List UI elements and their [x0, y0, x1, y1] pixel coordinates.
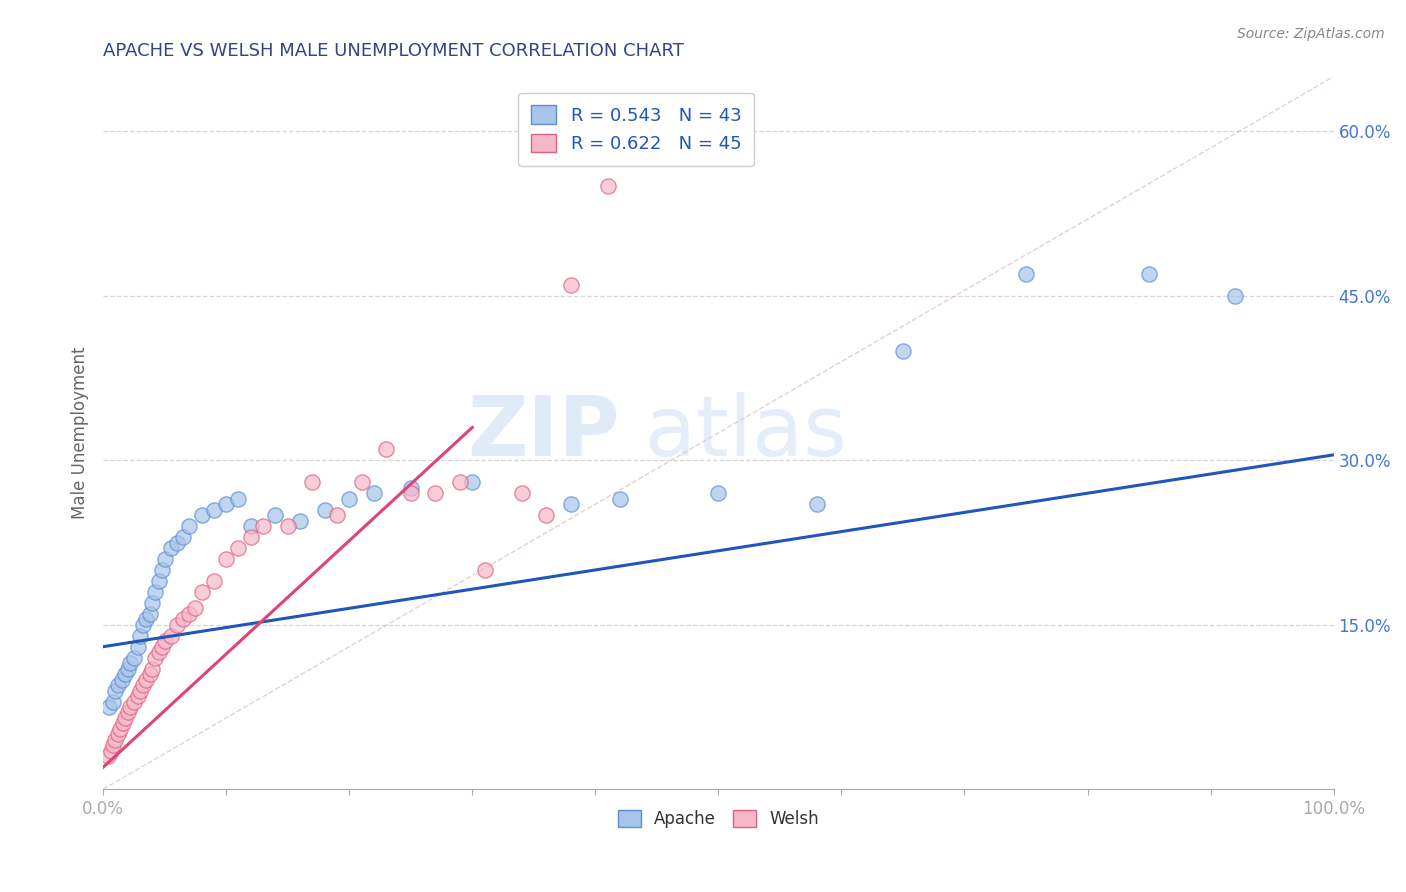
Point: [461, 475, 484, 490]
Point: [122, 650, 145, 665]
Point: [98, 700, 121, 714]
Point: [131, 617, 153, 632]
Point: [252, 519, 274, 533]
Point: [172, 612, 194, 626]
Point: [120, 656, 142, 670]
Point: [159, 541, 181, 555]
Point: [215, 552, 238, 566]
Point: [560, 497, 582, 511]
Point: [399, 481, 422, 495]
Point: [100, 744, 122, 758]
Point: [101, 694, 124, 708]
Point: [135, 673, 157, 687]
Point: [153, 552, 176, 566]
Point: [326, 508, 349, 523]
Point: [560, 277, 582, 292]
Point: [609, 491, 631, 506]
Point: [1225, 289, 1247, 303]
Point: [239, 519, 262, 533]
Point: [110, 722, 132, 736]
Point: [120, 700, 142, 714]
Point: [202, 574, 225, 588]
Point: [179, 607, 201, 621]
Point: [131, 678, 153, 692]
Point: [314, 502, 336, 516]
Text: atlas: atlas: [644, 392, 846, 474]
Point: [166, 617, 188, 632]
Point: [143, 585, 166, 599]
Text: APACHE VS WELSH MALE UNEMPLOYMENT CORRELATION CHART: APACHE VS WELSH MALE UNEMPLOYMENT CORREL…: [103, 42, 683, 60]
Point: [166, 535, 188, 549]
Text: ZIP: ZIP: [467, 392, 620, 474]
Text: Source: ZipAtlas.com: Source: ZipAtlas.com: [1237, 27, 1385, 41]
Y-axis label: Male Unemployment: Male Unemployment: [72, 347, 89, 519]
Point: [534, 508, 557, 523]
Point: [1137, 267, 1160, 281]
Point: [139, 607, 162, 621]
Point: [288, 514, 311, 528]
Point: [101, 739, 124, 753]
Point: [148, 645, 170, 659]
Point: [707, 486, 730, 500]
Point: [104, 732, 127, 747]
Point: [143, 650, 166, 665]
Point: [114, 667, 136, 681]
Point: [596, 179, 619, 194]
Point: [114, 711, 136, 725]
Point: [127, 689, 149, 703]
Point: [449, 475, 471, 490]
Point: [228, 491, 250, 506]
Point: [425, 486, 447, 500]
Point: [215, 497, 238, 511]
Point: [190, 508, 212, 523]
Point: [107, 678, 129, 692]
Point: [202, 502, 225, 516]
Point: [111, 716, 134, 731]
Point: [363, 486, 385, 500]
Point: [122, 694, 145, 708]
Point: [97, 749, 120, 764]
Point: [148, 574, 170, 588]
Point: [127, 640, 149, 654]
Point: [184, 601, 207, 615]
Point: [159, 629, 181, 643]
Point: [135, 612, 157, 626]
Point: [117, 706, 139, 720]
Point: [190, 585, 212, 599]
Point: [337, 491, 360, 506]
Point: [172, 530, 194, 544]
Point: [129, 683, 152, 698]
Point: [375, 442, 398, 457]
Point: [150, 640, 173, 654]
Point: [510, 486, 533, 500]
Point: [264, 508, 287, 523]
Point: [117, 662, 139, 676]
Point: [153, 634, 176, 648]
Point: [399, 486, 422, 500]
Point: [277, 519, 299, 533]
Point: [139, 667, 162, 681]
Point: [150, 563, 173, 577]
Point: [141, 596, 163, 610]
Point: [474, 563, 496, 577]
Point: [228, 541, 250, 555]
Point: [129, 629, 152, 643]
Point: [806, 497, 828, 511]
Point: [891, 343, 914, 358]
Legend: Apache, Welsh: Apache, Welsh: [612, 803, 825, 834]
Point: [104, 683, 127, 698]
Point: [107, 727, 129, 741]
Point: [301, 475, 323, 490]
Point: [179, 519, 201, 533]
Point: [239, 530, 262, 544]
Point: [141, 662, 163, 676]
Point: [1015, 267, 1038, 281]
Point: [350, 475, 373, 490]
Point: [110, 673, 132, 687]
